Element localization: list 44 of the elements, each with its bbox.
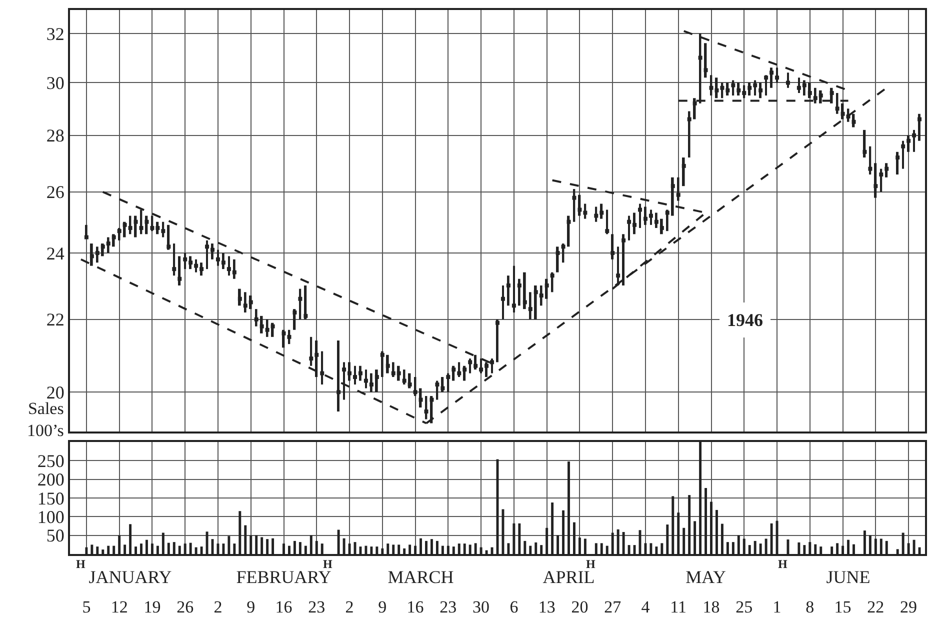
x-tick-label: 22 — [867, 597, 884, 616]
x2-tick-label: MARCH — [388, 567, 454, 587]
x-tick-label: 11 — [670, 597, 687, 616]
annotation: H — [778, 557, 788, 571]
y-tick-label: 26 — [46, 182, 64, 202]
x-tick-label: 6 — [510, 597, 518, 616]
y-tick-label: 200 — [37, 470, 64, 490]
x-tick-label: 2 — [345, 597, 354, 616]
x2-tick-label: JANUARY — [88, 567, 172, 587]
y-tick-label: 250 — [37, 451, 64, 472]
x-tick-label: 13 — [538, 597, 556, 616]
x-tick-label: 16 — [406, 597, 424, 616]
annotation: H — [76, 557, 86, 571]
x-tick-label: 27 — [604, 597, 622, 616]
x-tick-label: 16 — [275, 597, 292, 616]
y-tick-label: 150 — [37, 488, 64, 508]
x-tick-label: 30 — [472, 597, 490, 616]
x2-tick-label: JUNE — [826, 567, 870, 587]
x-tick-label: 9 — [246, 597, 256, 616]
x-tick-label: 8 — [806, 597, 814, 616]
x-tick-label: 5 — [82, 597, 91, 616]
x-tick-label: 25 — [736, 597, 753, 616]
x-tick-label: 15 — [834, 597, 852, 616]
x-tick-label: 23 — [308, 597, 326, 616]
y-tick-label: 30 — [46, 73, 64, 94]
x-tick-label: 19 — [144, 597, 161, 616]
x-tick-label: 12 — [110, 597, 128, 616]
x-tick-label: 18 — [702, 597, 720, 616]
y-tick-label: 50 — [46, 526, 64, 546]
x-tick-label: 23 — [440, 597, 457, 616]
annotation: 1946 — [727, 310, 763, 330]
y-tick-label: 24 — [46, 243, 64, 264]
x-tick-label: 29 — [900, 597, 918, 616]
y-tick-label: 100 — [37, 506, 64, 527]
x-tick-label: 26 — [176, 597, 194, 616]
x-tick-label: 20 — [571, 597, 588, 616]
x2-tick-label: MAY — [686, 567, 726, 587]
y-tick-label: 28 — [46, 126, 64, 146]
y-tick-label: 32 — [46, 24, 64, 44]
x-tick-label: 2 — [214, 597, 222, 616]
x-tick-label: 9 — [378, 597, 387, 616]
x-tick-label: 4 — [641, 597, 650, 616]
y-tick-label: 22 — [46, 310, 64, 330]
x-tick-label: 1 — [772, 597, 782, 616]
